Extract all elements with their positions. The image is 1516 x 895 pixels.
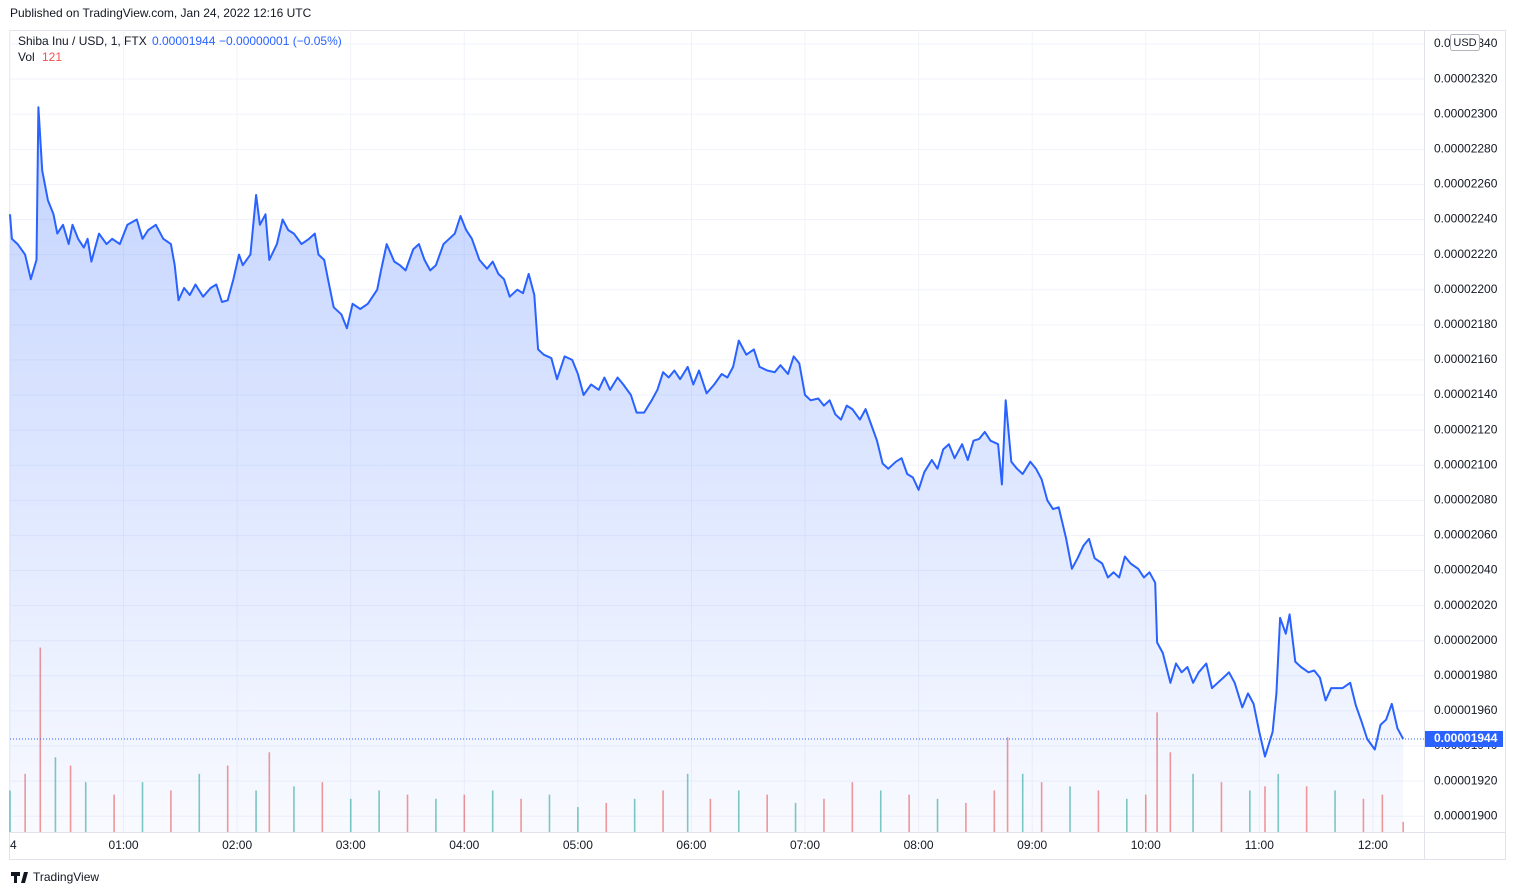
y-tick-label: 0.00002180 — [1434, 317, 1498, 331]
y-tick-label: 0.00001980 — [1434, 668, 1498, 682]
symbol-title: Shiba Inu / USD, 1, FTX — [18, 34, 147, 48]
price-line — [9, 106, 1405, 758]
x-tick-label: 09:00 — [1017, 838, 1047, 852]
brand-logo — [11, 872, 28, 883]
y-tick-label: 0.00001900 — [1434, 808, 1498, 822]
y-tick-label: 0.00002220 — [1434, 247, 1498, 261]
plot — [9, 106, 1424, 832]
last-price-badge — [1425, 730, 1503, 747]
x-tick-label: 05:00 — [563, 838, 593, 852]
currency-label: USD — [1453, 37, 1476, 49]
x-tick-label: 06:00 — [676, 838, 706, 852]
volume-last: 121 — [42, 50, 62, 64]
volume-label: Vol — [18, 50, 35, 64]
x-tick-label: 10:00 — [1131, 838, 1161, 852]
y-tick-label: 0.00002240 — [1434, 212, 1498, 226]
x-tick-label: 11:00 — [1245, 838, 1274, 852]
price-area — [10, 107, 1404, 832]
y-tick-label: 0.00002040 — [1434, 563, 1498, 577]
last-price: 0.00001944 — [152, 34, 216, 48]
x-tick-label: 04:00 — [449, 838, 479, 852]
y-tick-label: 0.00002020 — [1434, 598, 1498, 612]
y-tick-label: 0.00002320 — [1434, 71, 1498, 85]
y-tick-label: 0.00002100 — [1434, 457, 1498, 471]
y-tick-label: 0.00002300 — [1434, 106, 1498, 120]
y-tick-label: 0.00002080 — [1434, 492, 1498, 506]
price-change: −0.00000001 (−0.05%) — [219, 34, 342, 48]
y-tick-label: 0.00002260 — [1434, 177, 1498, 191]
y-tick-label: 0.00002120 — [1434, 422, 1498, 436]
y-tick-label: 0.00002160 — [1434, 352, 1498, 366]
axes: 0.000019000.000019200.000019400.00001960… — [10, 34, 1503, 852]
x-tick-label: 01:00 — [109, 838, 139, 852]
y-tick-label: 0.00002060 — [1434, 528, 1498, 542]
y-tick-label: 0.00002280 — [1434, 142, 1498, 156]
y-tick-label: 0.00002200 — [1434, 282, 1498, 296]
currency-badge — [1450, 34, 1480, 51]
x-tick-label: 4 — [10, 838, 17, 852]
x-tick-label: 03:00 — [336, 838, 366, 852]
y-tick-label: 0.00002000 — [1434, 633, 1498, 647]
y-tick-label: 0.00002140 — [1434, 387, 1498, 401]
brand: TradingView — [33, 870, 99, 884]
x-tick-label: 12:00 — [1358, 838, 1388, 852]
y-tick-label: 0.00001920 — [1434, 773, 1498, 787]
published-note: Published on TradingView.com, Jan 24, 20… — [10, 6, 312, 20]
last-price-badge-label: 0.00001944 — [1434, 731, 1498, 745]
x-tick-label: 07:00 — [790, 838, 820, 852]
y-tick-label: 0.00001960 — [1434, 703, 1498, 717]
x-tick-label: 08:00 — [904, 838, 934, 852]
x-tick-label: 02:00 — [222, 838, 252, 852]
